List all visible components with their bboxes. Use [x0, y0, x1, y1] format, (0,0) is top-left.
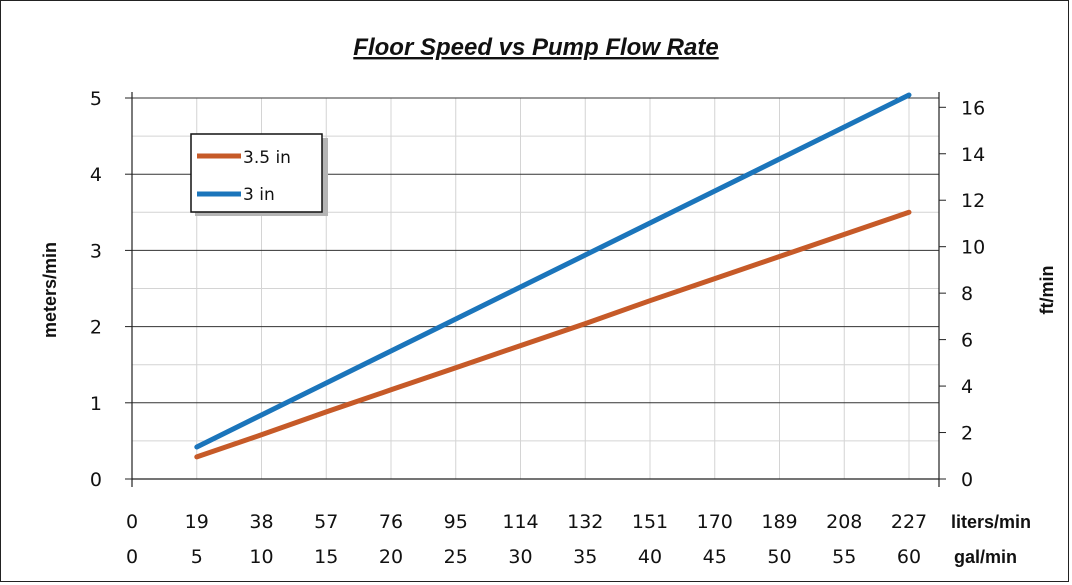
x-liters-tick-label: 76	[379, 511, 403, 533]
y-right-tick-label: 16	[961, 97, 985, 119]
x-liters-tick-label: 19	[185, 511, 209, 533]
x-liters-tick-label: 38	[249, 511, 273, 533]
y-axis-right-title: ft/min	[1037, 266, 1057, 315]
x-gal-tick-label: 45	[703, 546, 727, 568]
x-liters-tick-label: 57	[314, 511, 338, 533]
y-right-tick-label: 8	[961, 283, 973, 305]
gridlines	[132, 97, 939, 479]
y-left-tick-label: 3	[90, 240, 102, 262]
y-right-tick-label: 10	[961, 237, 985, 259]
legend-box	[190, 133, 323, 213]
x-liters-tick-label: 114	[502, 511, 538, 533]
y-right-tick-label: 14	[961, 144, 985, 166]
x-axis-gal-title: gal/min	[954, 547, 1017, 567]
series-line-3-in	[194, 92, 912, 450]
x-gal-tick-label: 20	[379, 546, 403, 568]
x-liters-tick-label: 151	[632, 511, 668, 533]
x-gal-tick-label: 30	[508, 546, 532, 568]
y-left-tick-label: 5	[90, 88, 102, 110]
x-gal-tick-label: 25	[444, 546, 468, 568]
x-liters-tick-label: 95	[444, 511, 468, 533]
legend-label-3-5-in: 3.5 in	[243, 148, 291, 168]
x-liters-tick-label: 189	[761, 511, 797, 533]
y-right-tick-label: 0	[961, 469, 973, 491]
axes	[125, 92, 946, 487]
legend-label-3-in: 3 in	[243, 185, 275, 205]
x-gal-tick-label: 0	[126, 546, 138, 568]
chart-title: Floor Speed vs Pump Flow Rate	[353, 34, 718, 61]
y-right-tick-label: 12	[961, 190, 985, 212]
y-right-tick-label: 4	[961, 376, 973, 398]
y-right-tick-label: 6	[961, 330, 973, 352]
x-gal-tick-label: 15	[314, 546, 338, 568]
x-liters-tick-label: 227	[891, 511, 927, 533]
x-liters-tick-label: 208	[826, 511, 862, 533]
x-gal-tick-label: 50	[767, 546, 791, 568]
x-gal-tick-label: 40	[638, 546, 662, 568]
series-line-3-5-in	[194, 209, 912, 460]
y-axis-left-title: meters/min	[40, 242, 60, 338]
y-left-tick-label: 4	[90, 164, 102, 186]
legend: 3.5 in 3 in	[190, 133, 328, 216]
y-left-tick-label: 0	[90, 469, 102, 491]
x-axis-liters-title: liters/min	[951, 512, 1031, 532]
x-liters-tick-label: 170	[697, 511, 733, 533]
x-gal-tick-label: 60	[897, 546, 921, 568]
x-gal-tick-label: 10	[249, 546, 273, 568]
x-gal-tick-label: 5	[191, 546, 203, 568]
y-right-tick-label: 2	[961, 423, 973, 445]
x-gal-tick-label: 55	[832, 546, 856, 568]
x-liters-tick-label: 132	[567, 511, 603, 533]
x-liters-tick-label: 0	[126, 511, 138, 533]
x-gal-tick-label: 35	[573, 546, 597, 568]
y-left-tick-label: 2	[90, 317, 102, 339]
series-lines	[194, 92, 912, 460]
y-left-tick-label: 1	[90, 393, 102, 415]
